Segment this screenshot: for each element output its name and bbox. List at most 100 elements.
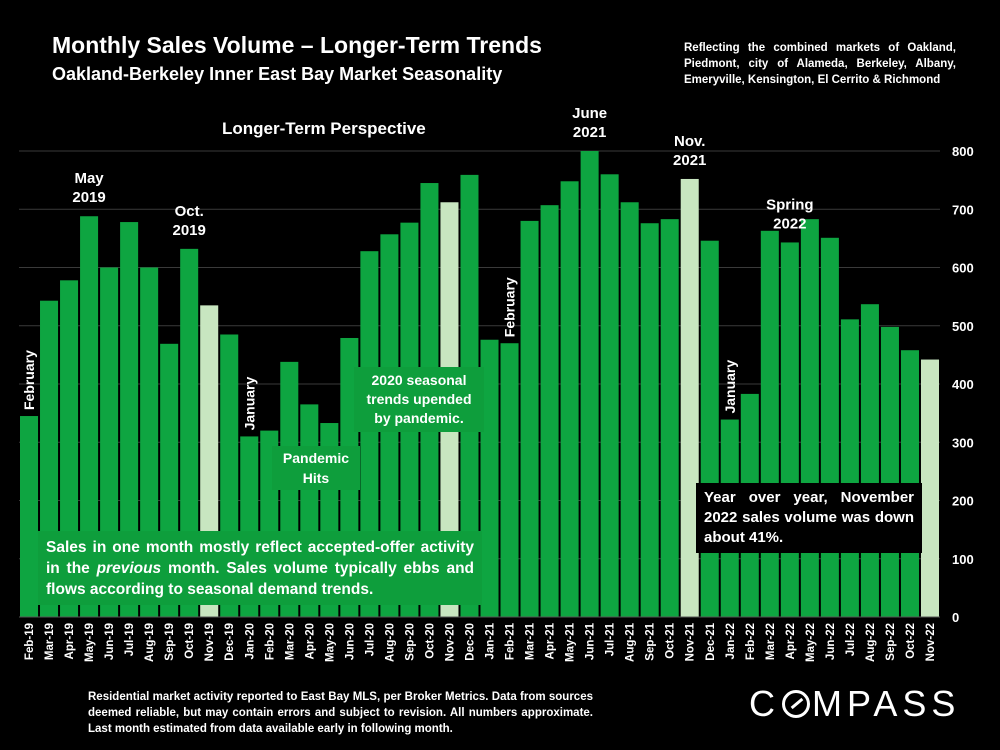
x-tick-label: Jul-22 [845,623,857,656]
market-context-note: Reflecting the combined markets of Oakla… [684,42,956,86]
x-tick-label: Feb-20 [264,623,276,660]
compass-logo: C MPASS [749,683,961,724]
footer-disclaimer: Residential market activity reported to … [88,691,593,735]
y-tick-label: 600 [952,261,974,276]
bar [760,230,779,618]
x-tick-label: Jun-20 [344,623,356,660]
annotation-line: Spring [766,196,814,213]
perspective-label: Longer-Term Perspective [222,119,426,138]
x-tick-label: Sep-20 [404,623,416,661]
bar [620,202,639,617]
bar [560,181,579,618]
x-tick-label: Aug-19 [144,623,156,662]
x-tick-label: Aug-21 [625,622,637,662]
annotation-label: January [241,377,257,431]
x-tick-label: May-19 [84,623,96,662]
x-tick-label: Dec-21 [705,622,717,660]
x-tick-label: Mar-22 [765,623,777,660]
bar [140,267,159,617]
x-tick-label: Sep-21 [645,622,657,660]
x-tick-label: May-21 [565,622,577,662]
annotation-line: 2022 [773,215,806,232]
x-tick-label: Mar-21 [525,622,537,660]
x-tick-label: Jul-19 [124,623,136,656]
annotation-label: Oct. 2019 [172,203,205,239]
bar [700,240,719,617]
bar [540,205,559,618]
bar [180,248,199,618]
bar [580,151,599,617]
x-tick-label: Jun-21 [585,622,597,660]
annotation-line: June [572,105,607,122]
annotation-label: May 2019 [72,170,105,206]
bar [360,251,379,617]
x-tick-label: Jul-21 [605,622,617,656]
bar [500,343,519,617]
x-tick-label: Oct-21 [665,622,677,658]
chart-subtitle: Oakland-Berkeley Inner East Bay Market S… [52,64,503,84]
bar [120,222,139,617]
bar [680,178,699,617]
bar [780,242,799,617]
seasonal-note-part-1: Sales in one month mostly reflect accept… [46,539,474,577]
bar [660,219,679,617]
x-tick-label: Oct-22 [905,623,917,659]
x-tick-label: Aug-22 [865,623,877,662]
seasonal-note-part-3: month. Sales volume typically ebbs and f… [46,560,475,598]
yoy-note: Year over year, November 2022 sales volu… [696,483,922,553]
annotation-line: 2021 [673,152,706,169]
x-tick-label: Nov-22 [925,623,937,661]
x-tick-label: Nov-21 [685,622,697,661]
x-tick-label: Sep-19 [164,623,176,661]
y-tick-label: 800 [952,144,974,159]
y-tick-label: 300 [952,435,974,450]
bar [20,416,39,617]
bar [100,267,119,617]
bar [920,359,939,617]
x-tick-label: Oct-19 [184,623,196,659]
x-tick-label: Aug-20 [384,623,396,662]
pandemic-2020-note: 2020 seasonal trends upended by pandemic… [354,367,484,432]
annotation-label: June 2021 [572,105,607,141]
annotation-line: Nov. [674,133,705,150]
bar [520,220,539,617]
annotation-line: 2019 [172,222,205,239]
y-tick-label: 500 [952,319,974,334]
x-tick-label: Jun-19 [104,623,116,660]
annotation-line: 2019 [72,189,105,206]
annotation-label: February [502,277,518,337]
x-tick-label: Apr-21 [545,622,557,659]
x-tick-label: Apr-20 [304,623,316,659]
bar [840,319,859,617]
x-tick-label: Dec-20 [464,623,476,661]
x-tick-label: Mar-19 [44,623,56,660]
x-tick-label: Feb-19 [24,623,36,660]
x-tick-label: Jul-20 [364,623,376,656]
y-tick-label: 0 [952,610,959,625]
x-tick-label: Jan-20 [244,623,256,659]
x-tick-label: Dec-19 [224,623,236,661]
x-tick-label: Feb-22 [745,623,757,660]
x-tick-label: Nov-19 [204,623,216,661]
annotation-line: 2021 [573,124,606,141]
bar [800,219,819,617]
bar [600,174,619,618]
compass-logo-o-icon [782,690,810,718]
y-tick-label: 400 [952,377,974,392]
x-tick-label: Apr-22 [785,623,797,659]
x-tick-label: Sep-22 [885,623,897,661]
bar [640,223,659,618]
x-tick-label: Apr-19 [64,623,76,659]
annotation-line: May [74,170,104,187]
y-tick-label: 100 [952,552,974,567]
x-tick-label: Mar-20 [284,623,296,660]
annotation-label: Nov. 2021 [673,133,706,169]
pandemic-hits-note: Pandemic Hits [272,446,360,490]
seasonal-note: Sales in one month mostly reflect accept… [38,531,482,605]
bar [80,216,99,618]
x-tick-label: May-20 [324,623,336,662]
x-tick-label: Nov-20 [444,623,456,661]
y-tick-label: 200 [952,494,974,509]
annotation-label: Spring 2022 [766,196,814,232]
